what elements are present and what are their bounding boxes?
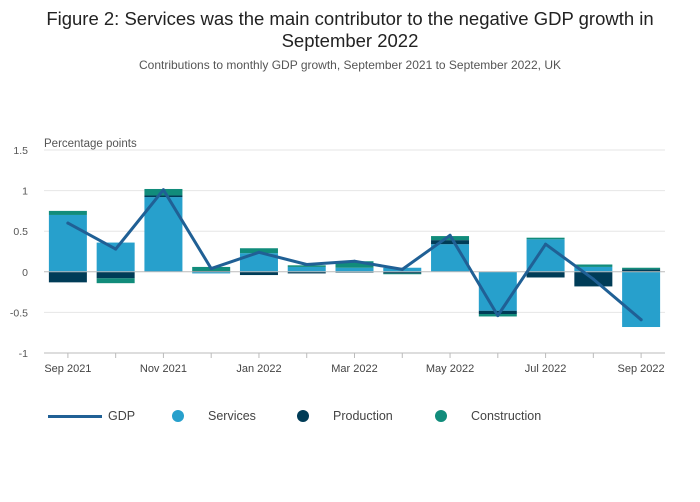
x-tick-label: Sep 2022 (618, 363, 665, 375)
bar-production (431, 240, 470, 245)
bar-services (287, 266, 326, 272)
bar-construction (574, 264, 613, 267)
bar-construction (239, 248, 278, 254)
y-tick-label: -1 (19, 348, 28, 360)
x-tick-label: Mar 2022 (331, 363, 377, 375)
bar-services (335, 267, 374, 272)
legend-label-gdp: GDP (108, 409, 136, 423)
bar-services (574, 266, 613, 272)
chart-title: Figure 2: Services was the main contribu… (46, 8, 654, 51)
x-tick-label: May 2022 (426, 363, 474, 375)
y-tick-label: 1 (22, 186, 28, 198)
bar-production (287, 271, 326, 274)
legend-label-services: Services (208, 409, 256, 423)
gdp-point (544, 242, 548, 246)
legend-item-construction[interactable]: Construction (435, 402, 541, 430)
gdp-point (257, 250, 261, 254)
gdp-point (400, 267, 404, 271)
x-tick-label: Sep 2021 (44, 363, 91, 375)
legend: GDP Services Production Construction (0, 402, 700, 430)
legend-item-services[interactable]: Services (172, 402, 256, 430)
legend-swatch-production (297, 410, 309, 422)
legend-swatch-gdp (48, 414, 102, 418)
bar-production (478, 310, 517, 315)
y-tick-label: 0.5 (13, 226, 28, 238)
x-tick-label: Jul 2022 (525, 363, 567, 375)
gdp-point (161, 188, 165, 192)
bar-production (48, 271, 87, 283)
legend-item-gdp[interactable]: GDP (48, 402, 135, 430)
bar-construction (526, 237, 565, 240)
y-tick-label: 0 (22, 267, 28, 279)
legend-swatch-construction (435, 410, 447, 422)
gdp-point (496, 314, 500, 318)
bar-construction (335, 261, 374, 268)
gdp-point (305, 262, 309, 266)
bar-production (239, 271, 278, 276)
gdp-point (209, 267, 213, 271)
x-tick-label: Jan 2022 (236, 363, 281, 375)
bar-construction (383, 273, 422, 275)
y-tick-label: -0.5 (10, 307, 28, 319)
chart-subtitle: Contributions to monthly GDP growth, Sep… (138, 58, 561, 72)
gdp-point (591, 277, 595, 281)
bar-services (192, 271, 231, 274)
bar-construction (96, 278, 135, 284)
y-tick-label: 1.5 (13, 145, 28, 157)
legend-item-production[interactable]: Production (297, 402, 393, 430)
bar-production (526, 271, 565, 278)
bar-construction (287, 265, 326, 267)
bar-services (239, 253, 278, 272)
bar-production (144, 195, 183, 198)
bar-production (622, 269, 661, 272)
gdp-point (639, 318, 643, 322)
gdp-point (114, 247, 118, 251)
gdp-point (448, 233, 452, 237)
bar-production (96, 271, 135, 279)
gdp-point (66, 221, 70, 225)
bar-construction (622, 267, 661, 270)
x-tick-label: Nov 2021 (140, 363, 187, 375)
legend-swatch-services (172, 410, 184, 422)
bar-production (383, 271, 422, 274)
y-axis-label: Percentage points (44, 138, 137, 150)
bar-services (478, 271, 517, 311)
legend-label-production: Production (333, 409, 393, 423)
bar-construction (48, 210, 87, 215)
gdp-point (353, 259, 356, 263)
legend-label-construction: Construction (471, 409, 542, 423)
